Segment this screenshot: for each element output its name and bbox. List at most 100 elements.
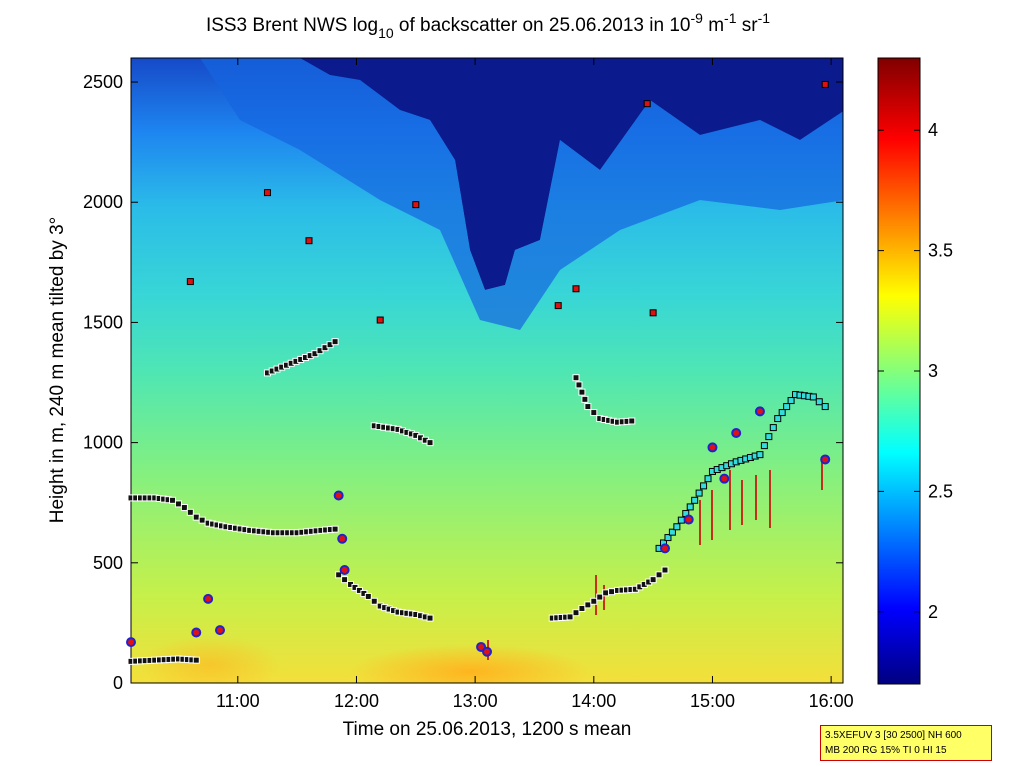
- cloud-base-marker: [215, 625, 225, 636]
- warm-surface-region: [350, 644, 590, 683]
- convective-streaks: [487, 460, 823, 660]
- convective-layer-marker: [700, 482, 708, 490]
- boundary-layer-marker: [198, 516, 206, 524]
- cloud-base-marker: [203, 593, 214, 604]
- colorbar-tick-label: 3: [928, 361, 938, 381]
- layer-markers: [126, 80, 831, 665]
- convective-layer-marker: [783, 403, 791, 411]
- rising-layer-marker: [661, 566, 669, 574]
- y-tick-label: 1500: [83, 312, 123, 332]
- colorbar-axis: 2 2.5 3 3.5 4: [878, 120, 953, 622]
- y-tick-label: 0: [113, 673, 123, 693]
- boundary-layer-marker: [180, 504, 188, 512]
- upper-layer-3-marker: [578, 388, 586, 396]
- y-tick-label: 2000: [83, 192, 123, 212]
- rising-layer-marker: [566, 613, 574, 621]
- cloud-base-marker: [660, 543, 670, 554]
- cloud-base-marker: [731, 428, 742, 438]
- upper-layer-1-marker: [331, 338, 339, 346]
- transition-region: [200, 58, 843, 330]
- convective-layer-marker: [668, 528, 676, 536]
- x-tick-label: 11:00: [216, 691, 260, 711]
- convective-layer-marker: [787, 397, 795, 405]
- x-axis: 11:00 12:00 13:00 14:00 15:00 16:00: [216, 58, 854, 711]
- convective-layer-marker: [695, 489, 703, 497]
- rising-layer-marker: [590, 597, 598, 605]
- x-tick-label: 14:00: [571, 691, 616, 711]
- convective-layer-marker: [769, 424, 777, 432]
- warm-surface-region-2: [140, 635, 280, 683]
- chart-title: ISS3 Brent NWS log10 of backscatter on 2…: [206, 10, 770, 41]
- convective-layer-marker: [686, 503, 694, 511]
- upper-layer-3-marker: [581, 395, 589, 403]
- high-clouds-marker: [572, 285, 580, 293]
- plot-frame: [130, 57, 844, 684]
- high-clouds-marker: [821, 80, 829, 88]
- rising-layer-marker: [602, 589, 610, 597]
- upper-layer-3-marker: [572, 374, 580, 382]
- upper-layer-3-marker: [628, 417, 636, 425]
- y-tick-label: 500: [93, 553, 123, 573]
- y-axis-label: Height in m, 240 m mean tilted by 3°: [47, 217, 68, 523]
- convective-layer-marker: [673, 523, 681, 531]
- descending-layer-marker: [335, 571, 343, 579]
- y-tick-label: 1000: [83, 433, 123, 453]
- cloud-base-marker: [683, 514, 694, 525]
- x-tick-label: 16:00: [809, 691, 854, 711]
- rising-layer-marker: [572, 609, 580, 617]
- descending-layer-marker: [364, 592, 372, 600]
- convective-layer-marker: [821, 403, 829, 411]
- x-tick-label: 12:00: [334, 691, 379, 711]
- upper-layer-3-marker: [575, 381, 583, 389]
- boundary-layer-marker: [186, 508, 194, 516]
- colorbar: [878, 58, 920, 684]
- upper-layer-3-marker: [584, 403, 592, 411]
- info-box: 3.5XEFUV 3 [30 2500] NH 600 MB 200 RG 15…: [820, 725, 992, 761]
- cloud-base-marker: [333, 490, 344, 501]
- high-clouds-marker: [554, 302, 562, 310]
- x-axis-label: Time on 25.06.2013, 1200 s mean: [343, 719, 632, 740]
- colorbar-tick-label: 4: [928, 120, 938, 140]
- cloud-base-marker: [337, 533, 348, 544]
- colorbar-tick-label: 3.5: [928, 241, 953, 261]
- cloud-base-marker: [707, 442, 718, 453]
- y-tick-label: 2500: [83, 72, 123, 92]
- rising-layer-marker: [655, 571, 663, 579]
- y-axis: 0 500 1000 1500 2000 2500: [83, 72, 843, 693]
- colorbar-tick-label: 2: [928, 602, 938, 622]
- cloud-base-marker: [719, 473, 730, 484]
- upper-layer-2-marker: [426, 439, 434, 447]
- convective-layer-marker: [704, 475, 712, 483]
- descending-layer-marker: [341, 576, 349, 584]
- convective-layer-marker: [691, 496, 699, 504]
- rising-layer-marker: [608, 588, 616, 596]
- rising-layer-marker: [578, 604, 586, 612]
- descending-layer-marker: [426, 614, 434, 622]
- high-clouds-marker: [376, 316, 384, 324]
- convective-layer-marker: [774, 415, 782, 423]
- cloud-base-marker: [339, 565, 350, 576]
- convective-layer-marker: [756, 451, 764, 459]
- high-clouds-marker: [186, 278, 194, 286]
- convective-layer-marker: [664, 534, 672, 542]
- boundary-layer-marker: [331, 525, 339, 533]
- convective-layer-marker: [778, 409, 786, 417]
- cloud-base-marker: [754, 406, 765, 417]
- rising-layer-marker: [649, 576, 657, 584]
- high-clouds-marker: [643, 100, 651, 108]
- boundary-layer-marker: [174, 500, 182, 508]
- high-clouds-marker: [263, 189, 271, 197]
- convective-layer-marker: [677, 516, 685, 524]
- convective-layer-marker: [765, 433, 773, 441]
- descending-layer-marker: [370, 597, 378, 605]
- x-tick-label: 15:00: [690, 691, 735, 711]
- high-clouds-marker: [412, 201, 420, 209]
- upper-layer-3-marker: [590, 409, 598, 417]
- rising-layer-marker: [596, 593, 604, 601]
- layer-lower-marker: [192, 656, 200, 664]
- rising-layer-marker: [584, 601, 592, 609]
- heatmap-area: [131, 58, 843, 683]
- boundary-layer-marker: [192, 513, 200, 521]
- x-tick-label: 13:00: [453, 691, 498, 711]
